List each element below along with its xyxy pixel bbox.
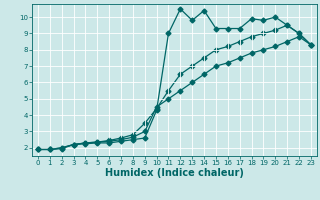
- X-axis label: Humidex (Indice chaleur): Humidex (Indice chaleur): [105, 168, 244, 178]
